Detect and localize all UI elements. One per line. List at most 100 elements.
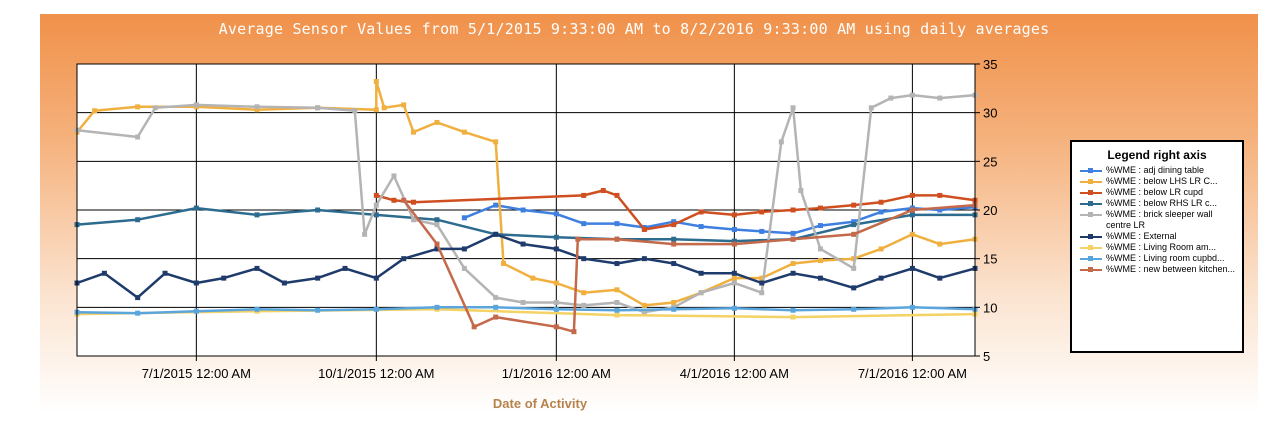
legend-swatch	[1080, 168, 1102, 173]
data-point	[790, 207, 796, 213]
data-point	[851, 265, 857, 271]
x-axis-title: Date of Activity	[492, 396, 588, 411]
legend-item[interactable]: %WME : below LHS LR C...	[1072, 176, 1242, 187]
data-point	[362, 231, 368, 237]
data-point	[851, 222, 857, 228]
data-point	[352, 108, 358, 114]
data-point	[759, 280, 765, 286]
data-point	[790, 236, 796, 242]
data-point	[731, 270, 737, 276]
legend-item[interactable]: %WME : External	[1072, 231, 1242, 242]
data-point	[254, 212, 260, 218]
data-point	[434, 246, 440, 252]
data-point	[817, 275, 823, 281]
data-point	[909, 192, 915, 198]
data-point	[434, 241, 440, 247]
data-point	[868, 105, 874, 111]
legend-label: %WME : adj dining table	[1106, 165, 1205, 175]
data-point	[937, 192, 943, 198]
legend-item[interactable]: %WME : below LR cupd	[1072, 187, 1242, 198]
data-point	[493, 139, 499, 145]
data-point	[641, 302, 647, 308]
y-tick-label: 35	[983, 57, 997, 72]
data-point	[553, 299, 559, 305]
data-point	[731, 212, 737, 218]
legend-swatch	[1080, 245, 1102, 250]
data-point	[373, 306, 379, 312]
data-point	[461, 129, 467, 135]
series-5	[74, 92, 978, 315]
legend-title: Legend right axis	[1107, 148, 1207, 162]
chart-title: Average Sensor Values from 5/1/2015 9:33…	[218, 20, 1050, 38]
data-point	[851, 285, 857, 291]
legend-label: %WME : External	[1106, 231, 1177, 241]
data-point	[381, 105, 387, 111]
data-point	[493, 231, 499, 237]
data-point	[101, 270, 107, 276]
legend-items: %WME : adj dining table %WME : below LHS …	[1072, 165, 1242, 275]
data-point	[501, 261, 507, 267]
data-point	[411, 199, 417, 205]
legend-item[interactable]: %WME : Living room cupbd...	[1072, 253, 1242, 264]
data-point	[135, 104, 141, 110]
data-point	[530, 275, 536, 281]
data-point	[461, 265, 467, 271]
data-point	[254, 306, 260, 312]
data-point	[135, 295, 141, 301]
data-point	[493, 314, 499, 320]
legend-item[interactable]: %WME : new between kitchen...	[1072, 264, 1242, 275]
series-line	[463, 203, 976, 235]
legend-label: %WME : new between kitchen...	[1106, 264, 1236, 274]
data-point	[851, 202, 857, 208]
legend-swatch	[1080, 234, 1102, 239]
data-point	[193, 280, 199, 286]
data-point	[817, 205, 823, 211]
data-point	[135, 134, 141, 140]
data-point	[581, 302, 587, 308]
data-point	[471, 324, 477, 330]
legend-swatch	[1080, 201, 1102, 206]
x-tick-label: 4/1/2016 12:00 AM	[680, 366, 789, 381]
data-point	[193, 205, 199, 211]
data-point	[401, 102, 407, 108]
data-point	[520, 241, 526, 247]
data-point	[373, 202, 379, 208]
data-point	[790, 307, 796, 313]
legend-item[interactable]: %WME : brick sleeper wall centre LR	[1072, 209, 1242, 231]
data-point	[731, 238, 737, 244]
data-point	[342, 265, 348, 271]
data-point	[798, 188, 804, 194]
data-point	[493, 304, 499, 310]
data-point	[553, 211, 559, 217]
data-point	[878, 209, 884, 215]
data-point	[553, 234, 559, 240]
legend-item[interactable]: %WME : adj dining table	[1072, 165, 1242, 176]
legend-swatch	[1080, 267, 1102, 272]
data-point	[520, 207, 526, 213]
x-tick-label: 1/1/2016 12:00 AM	[502, 366, 611, 381]
data-point	[221, 275, 227, 281]
data-point	[909, 231, 915, 237]
data-point	[553, 280, 559, 286]
data-point	[698, 209, 704, 215]
data-point	[600, 188, 606, 194]
data-point	[641, 309, 647, 315]
data-point	[790, 314, 796, 320]
data-point	[671, 299, 677, 305]
data-point	[731, 241, 737, 247]
legend-label: %WME : Living Room am...	[1106, 242, 1217, 252]
legend-item[interactable]: %WME : below RHS LR c...	[1072, 198, 1242, 209]
axis-layer: 5 10 15 20 25 30 35 7/1/2015 12:00 AM 10/1/2015 …	[76, 57, 997, 381]
data-point	[909, 207, 915, 213]
legend-item[interactable]: %WME : Living Room am...	[1072, 242, 1242, 253]
data-point	[434, 119, 440, 125]
data-point	[193, 308, 199, 314]
legend-swatch	[1080, 179, 1102, 184]
legend: Legend right axis %WME : adj dining tabl…	[1070, 140, 1244, 353]
data-point	[731, 275, 737, 281]
y-tick-label: 20	[983, 203, 997, 218]
data-point	[851, 306, 857, 312]
y-tick-label: 10	[983, 300, 997, 315]
series-9	[401, 197, 978, 335]
